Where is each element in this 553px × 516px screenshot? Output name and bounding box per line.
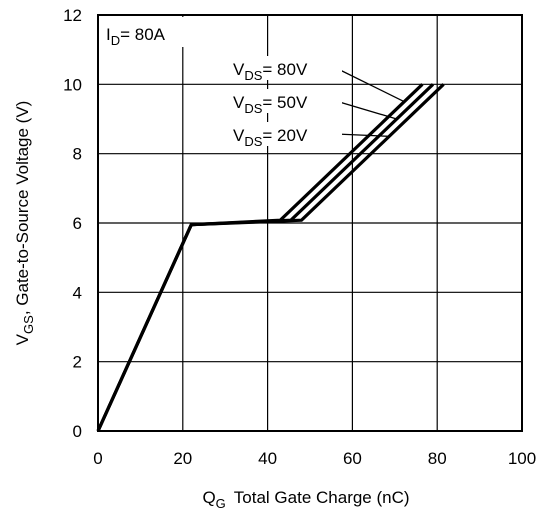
x-tick-label: 0 <box>93 449 102 468</box>
series-label-80v-bg <box>230 56 342 80</box>
leader-line-2 <box>335 133 390 137</box>
leader-line-1 <box>335 100 397 120</box>
series-lines <box>96 83 445 432</box>
series-label-50v-bg <box>230 89 342 113</box>
x-tick-label: 40 <box>258 449 277 468</box>
x-tick-label: 60 <box>343 449 362 468</box>
series-label-80v: VDS= 80V <box>233 60 308 83</box>
x-tick-label: 100 <box>508 449 536 468</box>
y-tick-label: 4 <box>73 283 82 302</box>
x-tick-label: 80 <box>428 449 447 468</box>
x-tick-label: 20 <box>173 449 192 468</box>
label-leaders <box>335 67 405 137</box>
condition-label: ID= 80A <box>106 25 166 48</box>
y-tick-label: 10 <box>63 75 82 94</box>
y-tick-label: 0 <box>73 422 82 441</box>
series-label-20v: VDS= 20V <box>233 126 308 149</box>
series-line-2 <box>96 83 445 432</box>
x-tick-labels: 0 20 40 60 80 100 <box>93 449 536 468</box>
condition-box <box>101 17 185 47</box>
y-tick-labels: 0 2 4 6 8 10 12 <box>63 6 82 441</box>
y-axis-title: VGS, Gate-to-Source Voltage (V) <box>13 101 36 346</box>
y-tick-label: 8 <box>73 145 82 164</box>
y-tick-label: 12 <box>63 6 82 25</box>
series-label-20v-bg <box>230 122 342 146</box>
plot-frame <box>97 14 523 432</box>
x-axis-title: QG Total Gate Charge (nC) <box>202 488 409 511</box>
series-label-50v: VDS= 50V <box>233 93 308 116</box>
y-tick-label: 6 <box>73 214 82 233</box>
y-tick-label: 2 <box>73 353 82 372</box>
leader-line-0 <box>335 67 405 103</box>
